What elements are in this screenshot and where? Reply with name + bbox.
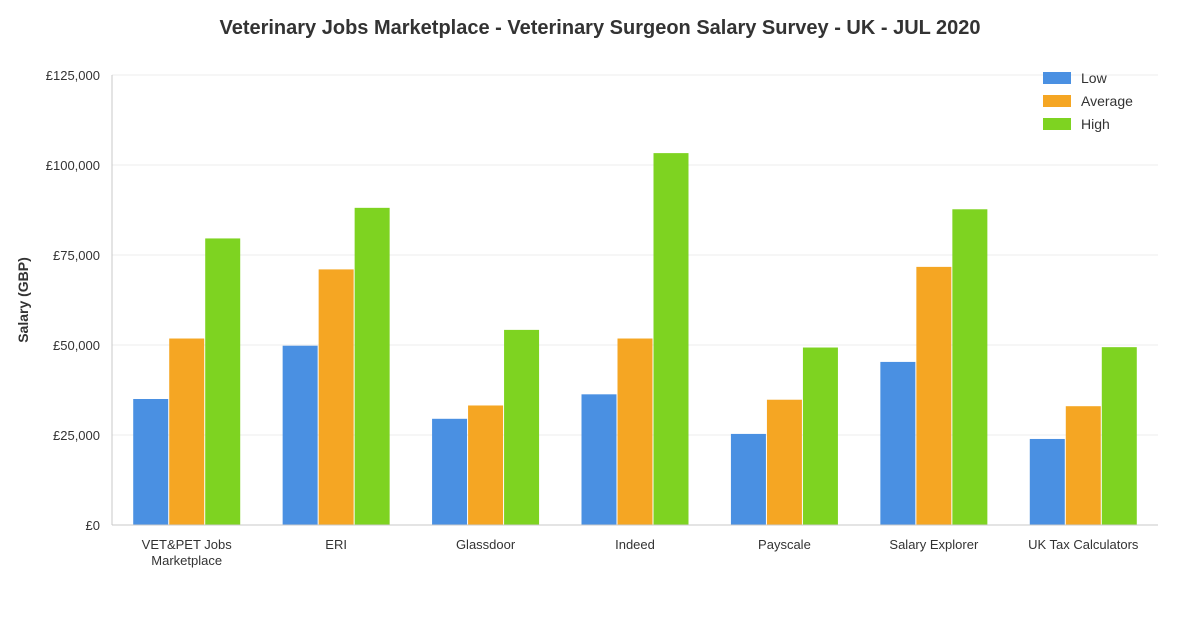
bar-low-0 [133,399,169,525]
x-tick-label-line: Marketplace [151,553,222,568]
y-tick-label: £100,000 [46,158,100,173]
bar-average-6 [1065,406,1101,525]
legend-swatch-high [1043,118,1071,130]
x-tick-label-line: ERI [325,537,347,552]
x-tick-label: UK Tax Calculators [1028,537,1139,552]
bar-low-2 [432,418,468,525]
y-tick-label: £75,000 [53,248,100,263]
bar-low-3 [581,394,617,525]
legend-swatch-average [1043,95,1071,107]
legend-swatch-low [1043,72,1071,84]
bar-average-3 [617,338,653,525]
bar-high-4 [802,347,838,525]
bar-low-1 [282,345,318,525]
bar-average-5 [916,266,952,525]
y-tick-labels: £0 £25,000 £50,000 £75,000 £100,000 £125,000 [46,68,100,533]
bar-low-5 [880,361,916,525]
bar-average-1 [318,269,354,525]
bar-average-4 [766,399,802,525]
bar-high-5 [952,209,988,525]
bar-low-6 [1029,438,1065,525]
bar-high-0 [205,238,241,525]
bar-high-6 [1101,347,1137,525]
x-tick-label: Payscale [758,537,811,552]
legend-label-high: High [1081,116,1110,132]
bars [133,153,1137,525]
bar-high-1 [354,207,390,525]
chart-title: Veterinary Jobs Marketplace - Veterinary… [219,17,980,39]
x-tick-label-line: UK Tax Calculators [1028,537,1139,552]
x-tick-label: ERI [325,537,347,552]
x-tick-label: Salary Explorer [889,537,979,552]
y-tick-label: £0 [86,518,100,533]
bar-average-0 [169,338,205,525]
legend: Low Average High [1043,70,1133,132]
x-tick-labels: VET&PET Jobs Marketplace ERI Glassdoor Indee… [142,537,1139,568]
y-tick-label: £125,000 [46,68,100,83]
y-tick-label: £50,000 [53,338,100,353]
legend-label-low: Low [1081,70,1108,86]
x-tick-label: Indeed [615,537,655,552]
legend-label-average: Average [1081,93,1133,109]
y-tick-label: £25,000 [53,428,100,443]
x-tick-label-line: VET&PET Jobs [142,537,233,552]
x-tick-label: Glassdoor [456,537,516,552]
bar-high-2 [504,329,540,525]
x-tick-label-line: Indeed [615,537,655,552]
bar-average-2 [468,405,504,525]
x-tick-label-line: Payscale [758,537,811,552]
y-axis-title: Salary (GBP) [15,257,31,343]
x-tick-label-line: Salary Explorer [889,537,979,552]
bar-low-4 [730,433,766,525]
x-tick-label-line: Glassdoor [456,537,516,552]
x-tick-label: VET&PET Jobs Marketplace [142,537,233,568]
bar-high-3 [653,153,689,525]
